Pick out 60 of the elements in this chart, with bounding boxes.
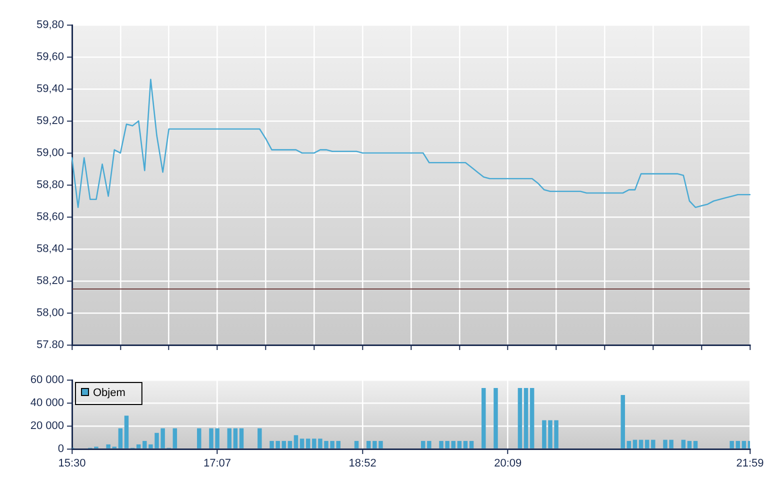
bar: [288, 440, 292, 448]
bar: [530, 388, 534, 448]
y-tick-label: 58,40: [36, 243, 64, 256]
bar: [227, 428, 232, 448]
bar: [239, 428, 244, 448]
bar: [366, 440, 371, 448]
x-tick-label: 17:07: [204, 458, 232, 470]
bar: [354, 440, 359, 448]
bar: [457, 440, 462, 448]
bar: [626, 440, 632, 448]
bar: [197, 428, 202, 448]
y-tick-label: 59,80: [36, 19, 64, 32]
bar: [306, 438, 310, 448]
y-tick-label: 59,40: [36, 83, 64, 96]
bar: [644, 440, 650, 448]
bar: [427, 440, 432, 448]
y-tick-label: 57.80: [36, 339, 64, 352]
y-tick-label: 20 000: [30, 420, 64, 432]
bar: [687, 440, 692, 448]
bar: [469, 440, 474, 448]
y-tick-label: 0: [58, 443, 64, 456]
x-tick-label: 21:59: [736, 458, 764, 470]
y-tick-label: 59,60: [36, 51, 64, 64]
bar: [693, 440, 698, 448]
x-tick-label: 20:09: [494, 458, 522, 470]
bar: [233, 428, 238, 448]
bar: [620, 394, 625, 448]
legend-label: Objem: [93, 387, 126, 400]
y-tick-label: 59,20: [36, 115, 64, 128]
y-tick-label: 58,00: [36, 307, 64, 320]
bar: [136, 444, 141, 448]
bar: [736, 440, 740, 448]
y-tick-label: 40 000: [30, 397, 64, 410]
bar: [172, 428, 178, 448]
bar: [482, 388, 486, 448]
bar: [651, 440, 656, 448]
bar: [420, 440, 426, 448]
x-tick-label: 18:52: [348, 458, 376, 470]
bar: [118, 428, 123, 448]
bar: [730, 440, 734, 448]
bar: [451, 440, 456, 448]
bar: [494, 388, 498, 448]
bar: [638, 440, 644, 448]
y-tick-label: 59,00: [36, 147, 64, 160]
bar: [124, 416, 129, 448]
bar: [258, 428, 262, 448]
bar: [524, 388, 528, 448]
y-tick-label: 58,20: [36, 275, 64, 288]
bar: [300, 438, 304, 448]
bar: [681, 440, 686, 448]
y-tick-label: 60 000: [30, 374, 64, 386]
y-tick-label: 58,80: [36, 179, 64, 192]
bar: [282, 440, 286, 448]
bar: [632, 440, 638, 448]
bar: [518, 388, 522, 448]
x-tick-label: 15:30: [58, 458, 86, 470]
y-tick-label: 58,60: [36, 211, 64, 224]
bar: [463, 440, 468, 448]
bar: [294, 435, 298, 448]
bar: [106, 444, 110, 448]
